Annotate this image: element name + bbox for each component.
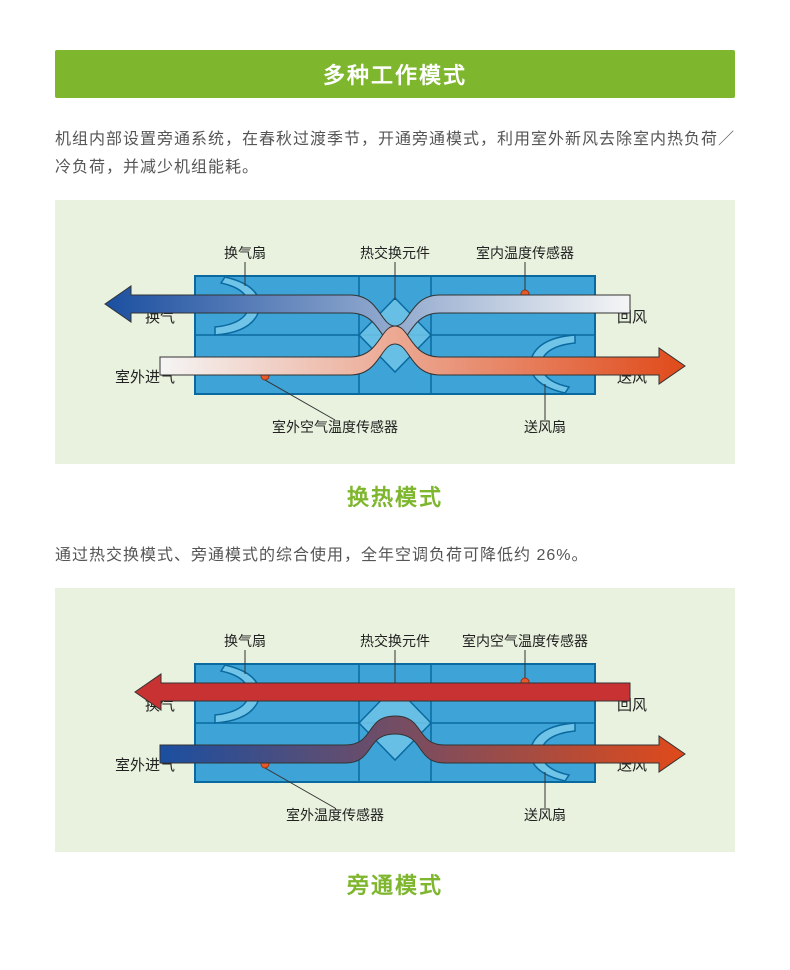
d2-label-outdoor-sensor: 室外温度传感器 bbox=[286, 807, 384, 823]
section2-panel: 换气扇热交换元件室内空气温度传感器室外温度传感器送风扇换气回风室外进气送风 bbox=[55, 588, 735, 852]
d1-label-indoor-sensor: 室内温度传感器 bbox=[476, 245, 574, 261]
header-title-bar: 多种工作模式 bbox=[55, 50, 735, 98]
d1-label-supply-fan: 送风扇 bbox=[524, 419, 566, 435]
section2-mode-title: 旁通模式 bbox=[55, 868, 735, 900]
d2-label-exhaust-fan: 换气扇 bbox=[224, 633, 266, 649]
d1-label-outdoor-sensor: 室外空气温度传感器 bbox=[272, 419, 398, 435]
d2-label-heat-exchanger: 热交换元件 bbox=[360, 633, 430, 649]
d1-label-exhaust-fan: 换气扇 bbox=[224, 245, 266, 261]
d2-label-indoor-sensor: 室内空气温度传感器 bbox=[462, 633, 588, 649]
diagram-heat-exchange: 换气扇热交换元件室内温度传感器室外空气温度传感器送风扇换气回风室外进气送风 bbox=[75, 218, 715, 456]
diagram-bypass: 换气扇热交换元件室内空气温度传感器室外温度传感器送风扇换气回风室外进气送风 bbox=[75, 606, 715, 844]
section2-description: 通过热交换模式、旁通模式的综合使用，全年空调负荷可降低约 26%。 bbox=[55, 542, 735, 570]
page: 多种工作模式 机组内部设置旁通系统，在春秋过渡季节，开通旁通模式，利用室外新风去… bbox=[0, 0, 790, 970]
section1-panel: 换气扇热交换元件室内温度传感器室外空气温度传感器送风扇换气回风室外进气送风 bbox=[55, 200, 735, 464]
header-title: 多种工作模式 bbox=[323, 63, 467, 88]
d1-label-heat-exchanger: 热交换元件 bbox=[360, 245, 430, 261]
d2-label-supply-fan: 送风扇 bbox=[524, 807, 566, 823]
section1-description: 机组内部设置旁通系统，在春秋过渡季节，开通旁通模式，利用室外新风去除室内热负荷／… bbox=[55, 126, 735, 182]
section1-mode-title: 换热模式 bbox=[55, 480, 735, 512]
